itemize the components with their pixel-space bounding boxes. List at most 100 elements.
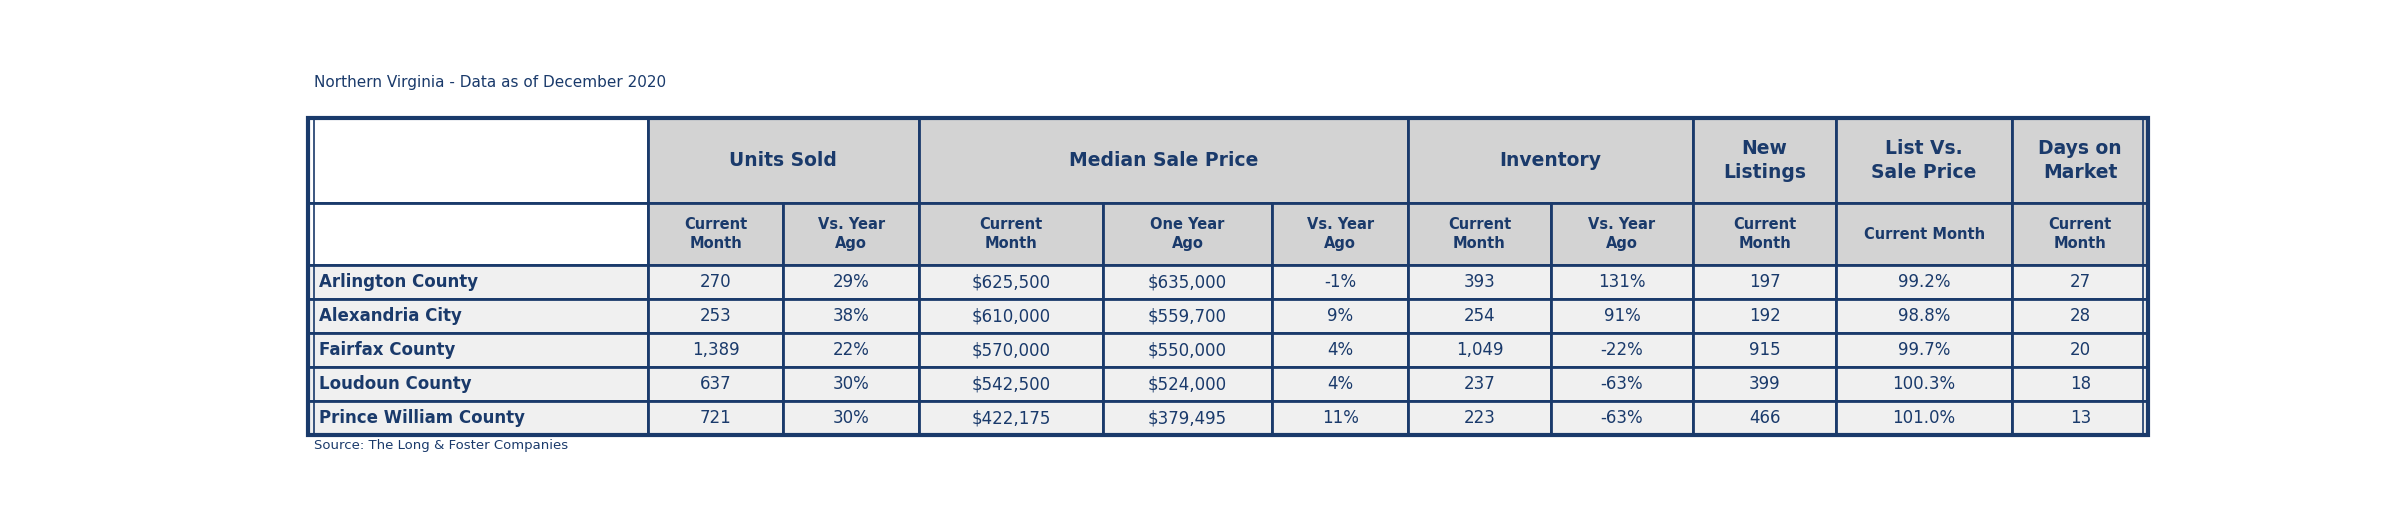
Text: Source: The Long & Foster Companies: Source: The Long & Foster Companies bbox=[313, 439, 567, 453]
Text: 197: 197 bbox=[1748, 273, 1781, 291]
Text: $625,500: $625,500 bbox=[971, 273, 1050, 291]
Bar bbox=[308, 265, 648, 299]
Bar bbox=[1693, 367, 1836, 402]
Text: 466: 466 bbox=[1748, 409, 1781, 428]
Bar bbox=[1836, 402, 2013, 435]
Bar bbox=[918, 367, 1102, 402]
Bar bbox=[918, 333, 1102, 367]
Text: $550,000: $550,000 bbox=[1148, 342, 1227, 359]
Bar bbox=[308, 118, 2147, 435]
Text: 253: 253 bbox=[701, 307, 732, 325]
Text: 38%: 38% bbox=[832, 307, 870, 325]
Text: Median Sale Price: Median Sale Price bbox=[1069, 151, 1258, 170]
Text: $524,000: $524,000 bbox=[1148, 375, 1227, 393]
Text: Units Sold: Units Sold bbox=[729, 151, 837, 170]
Bar bbox=[308, 402, 648, 435]
Text: Vs. Year
Ago: Vs. Year Ago bbox=[1305, 217, 1375, 251]
Text: Alexandria City: Alexandria City bbox=[320, 307, 461, 325]
Text: $570,000: $570,000 bbox=[971, 342, 1050, 359]
Text: Northern Virginia - Data as of December 2020: Northern Virginia - Data as of December … bbox=[313, 75, 665, 90]
Bar bbox=[2013, 333, 2147, 367]
Text: 721: 721 bbox=[701, 409, 732, 428]
Bar bbox=[1836, 333, 2013, 367]
Text: Current Month: Current Month bbox=[1863, 227, 1985, 242]
Bar bbox=[2013, 402, 2147, 435]
Text: Vs. Year
Ago: Vs. Year Ago bbox=[818, 217, 885, 251]
Bar bbox=[1836, 367, 2013, 402]
Text: 237: 237 bbox=[1463, 375, 1494, 393]
Text: Loudoun County: Loudoun County bbox=[320, 375, 471, 393]
Text: $422,175: $422,175 bbox=[971, 409, 1050, 428]
Bar bbox=[1102, 333, 1272, 367]
Text: 30%: 30% bbox=[832, 375, 870, 393]
Bar bbox=[1552, 299, 1693, 333]
Text: List Vs.
Sale Price: List Vs. Sale Price bbox=[1872, 139, 1977, 182]
Bar bbox=[313, 119, 2142, 434]
Bar bbox=[648, 265, 784, 299]
Bar bbox=[1408, 333, 1552, 367]
Bar bbox=[784, 402, 918, 435]
Text: $610,000: $610,000 bbox=[971, 307, 1050, 325]
Bar bbox=[1272, 367, 1408, 402]
Text: 101.0%: 101.0% bbox=[1894, 409, 1956, 428]
Text: 9%: 9% bbox=[1327, 307, 1353, 325]
Bar bbox=[1693, 265, 1836, 299]
Bar bbox=[1272, 299, 1408, 333]
Bar bbox=[1408, 299, 1552, 333]
Text: 28: 28 bbox=[2071, 307, 2090, 325]
Text: -22%: -22% bbox=[1600, 342, 1643, 359]
Bar bbox=[1552, 402, 1693, 435]
Text: 4%: 4% bbox=[1327, 375, 1353, 393]
Text: Current
Month: Current Month bbox=[1449, 217, 1511, 251]
Bar bbox=[2013, 299, 2147, 333]
Text: 223: 223 bbox=[1463, 409, 1494, 428]
Bar bbox=[1272, 203, 1408, 265]
Bar bbox=[308, 118, 648, 203]
Bar bbox=[1272, 265, 1408, 299]
Bar bbox=[1408, 265, 1552, 299]
Text: 399: 399 bbox=[1748, 375, 1781, 393]
Bar bbox=[308, 299, 648, 333]
Text: Vs. Year
Ago: Vs. Year Ago bbox=[1588, 217, 1655, 251]
Bar bbox=[308, 367, 648, 402]
Bar bbox=[1693, 118, 1836, 203]
Text: 393: 393 bbox=[1463, 273, 1494, 291]
Text: 30%: 30% bbox=[832, 409, 870, 428]
Bar bbox=[918, 118, 1408, 203]
Bar bbox=[1408, 203, 1552, 265]
Bar bbox=[648, 203, 784, 265]
Bar bbox=[1408, 402, 1552, 435]
Bar bbox=[648, 367, 784, 402]
Text: 20: 20 bbox=[2071, 342, 2090, 359]
Bar bbox=[1693, 203, 1836, 265]
Bar bbox=[648, 402, 784, 435]
Text: One Year
Ago: One Year Ago bbox=[1150, 217, 1224, 251]
Text: -63%: -63% bbox=[1600, 409, 1643, 428]
Text: 29%: 29% bbox=[832, 273, 870, 291]
Text: Current
Month: Current Month bbox=[1733, 217, 1796, 251]
Text: 27: 27 bbox=[2071, 273, 2090, 291]
Bar bbox=[2013, 367, 2147, 402]
Bar bbox=[1693, 333, 1836, 367]
Text: 915: 915 bbox=[1748, 342, 1781, 359]
Bar bbox=[784, 299, 918, 333]
Text: Current
Month: Current Month bbox=[2049, 217, 2111, 251]
Bar bbox=[1408, 118, 1693, 203]
Bar bbox=[1836, 118, 2013, 203]
Bar bbox=[648, 333, 784, 367]
Text: 18: 18 bbox=[2071, 375, 2090, 393]
Text: Inventory: Inventory bbox=[1499, 151, 1602, 170]
Bar bbox=[1836, 299, 2013, 333]
Text: Days on
Market: Days on Market bbox=[2040, 139, 2123, 182]
Bar bbox=[1102, 203, 1272, 265]
Bar bbox=[784, 333, 918, 367]
Bar bbox=[1693, 299, 1836, 333]
Bar bbox=[1836, 203, 2013, 265]
Bar bbox=[2013, 203, 2147, 265]
Bar bbox=[308, 203, 648, 265]
Text: $559,700: $559,700 bbox=[1148, 307, 1227, 325]
Text: 99.7%: 99.7% bbox=[1898, 342, 1951, 359]
Bar bbox=[1272, 402, 1408, 435]
Text: 91%: 91% bbox=[1604, 307, 1640, 325]
Text: 270: 270 bbox=[701, 273, 732, 291]
